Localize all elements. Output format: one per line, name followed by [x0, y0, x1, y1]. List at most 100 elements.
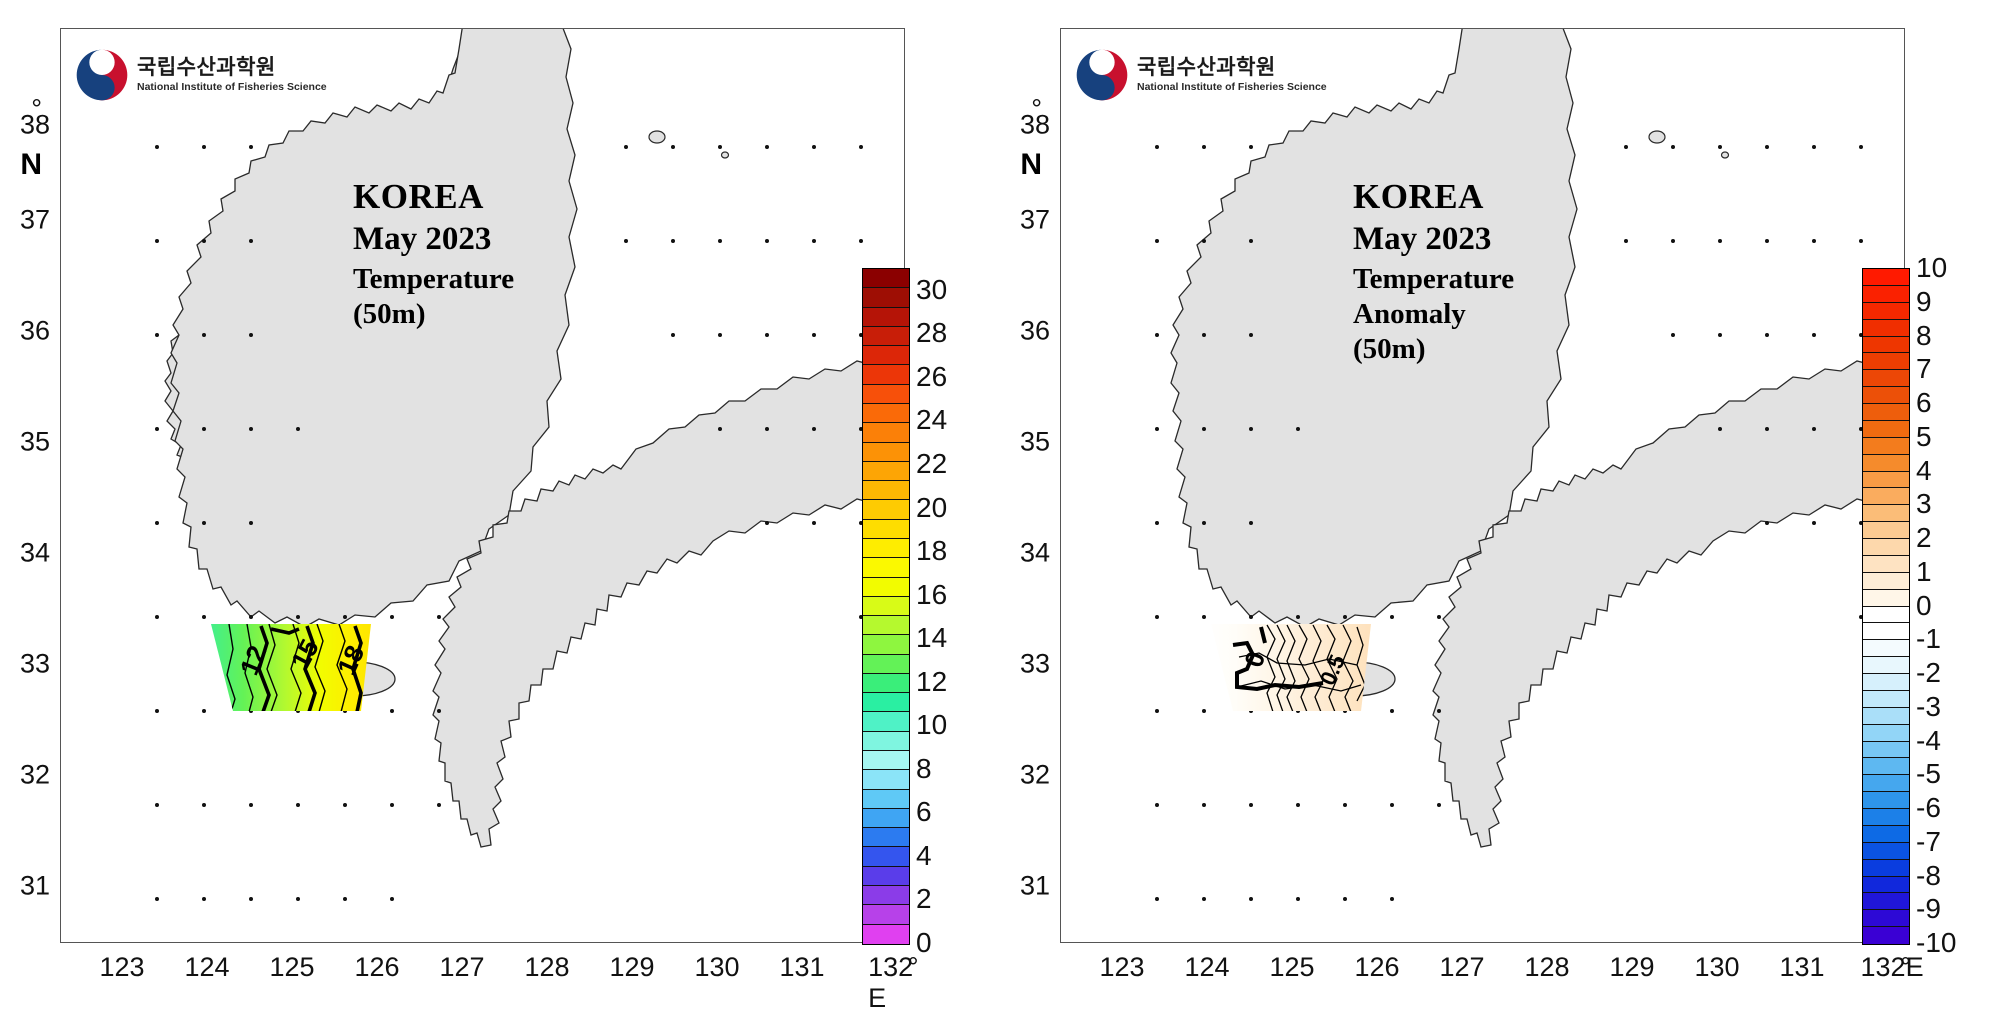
colorbar-tick-neg9: -9	[1916, 893, 1941, 925]
colorbar-band	[1863, 555, 1909, 573]
dokdo-right	[1720, 151, 1730, 159]
colorbar-band	[863, 596, 909, 617]
colorbar-band	[1863, 437, 1909, 455]
colorbar-ticklabels-anomaly: 10 9 8 7 6 5 4 3 2 1 0 -1 -2 -3 -4 -5 -6 -7 -8 -9 -10	[1916, 252, 1986, 958]
colorbar-band	[863, 905, 909, 925]
contour-field-temperature: 12 15 18	[211, 624, 371, 711]
taeguk-icon	[76, 49, 128, 101]
colorbar-band	[863, 384, 909, 404]
colorbar-tick-neg8: -8	[1916, 859, 1941, 891]
colorbar-band	[1863, 589, 1909, 607]
title-line-date: May 2023	[1353, 221, 1492, 257]
logo-english-name: National Institute of Fisheries Science	[1137, 81, 1327, 94]
map-coastline-temperature: 12 15 18	[155, 29, 904, 901]
logo-korean-name: 국립수산과학원	[137, 55, 276, 79]
x-tick-128: 128	[1524, 952, 1570, 982]
colorbar-band	[1863, 775, 1909, 793]
colorbar-band	[1863, 454, 1909, 472]
y-tick-34: 34	[19, 537, 50, 568]
colorbar-band	[863, 558, 909, 578]
x-axis-labels-left: 123 124 125 126 127 128 129 130 131 132 °…	[60, 952, 918, 1013]
colorbar-band	[1863, 471, 1909, 489]
colorbar-tick-neg10: -10	[1916, 927, 1957, 958]
colorbar-band	[1863, 674, 1909, 691]
colorbar-tick-neg3: -3	[1916, 690, 1941, 722]
x-tick-127: 127	[439, 952, 485, 982]
panel-title-anomaly: KOREA May 2023 Temperature Anomaly (50m)	[1353, 179, 1514, 364]
colorbar-tick-5: 5	[1916, 420, 1932, 452]
y-tick-36: 36	[1019, 315, 1050, 346]
title-line-depth: (50m)	[353, 298, 426, 330]
colorbar-tick-neg1: -1	[1916, 623, 1941, 655]
colorbar-tick-6: 6	[1916, 387, 1932, 418]
colorbar-band	[1863, 269, 1909, 286]
colorbar-tick-22: 22	[916, 447, 948, 479]
colorbar-band	[1863, 522, 1909, 539]
colorbar-tick-1: 1	[1916, 555, 1932, 587]
title-line-variable: Temperature	[353, 263, 515, 295]
colorbar-band	[1863, 387, 1909, 404]
y-tick-37: 37	[1019, 204, 1050, 235]
colorbar-band	[1863, 370, 1909, 388]
x-tick-127: 127	[1439, 952, 1485, 982]
taeguk-icon	[1076, 49, 1128, 101]
colorbar-band	[1863, 336, 1909, 354]
colorbar-tick-0: 0	[916, 927, 932, 958]
colorbar-band	[1863, 623, 1909, 641]
nifs-logo-left: 국립수산과학원 National Institute of Fisheries …	[71, 39, 343, 111]
y-axis-labels-right: 38 ° 37 36 35 34 33 32 31 N	[1000, 28, 1058, 943]
colorbar-band	[1863, 657, 1909, 674]
colorbar-band	[863, 288, 909, 308]
colorbar-band	[863, 616, 909, 636]
colorbar-tick-3: 3	[1916, 488, 1932, 520]
panel-title-temperature: KOREA May 2023 Temperature (50m)	[353, 179, 514, 335]
panel-temperature: 12 15 18 국립수산과학원 National Institute of F…	[19, 28, 948, 1013]
colorbar-band	[863, 712, 909, 732]
colorbar-band	[863, 886, 909, 906]
colorbar-band	[863, 770, 909, 790]
colorbar-band	[863, 731, 909, 752]
map-coastline-anomaly: 0 0.5	[1155, 29, 1904, 901]
colorbar-band	[863, 693, 909, 713]
ulleungdo-left	[648, 130, 666, 144]
colorbar-band	[1863, 420, 1909, 438]
title-line-depth: (50m)	[1353, 333, 1426, 365]
colorbar-band	[1863, 488, 1909, 506]
colorbar-band	[863, 500, 909, 520]
y-tick-32: 32	[19, 759, 50, 790]
colorbar-band	[863, 654, 909, 674]
x-tick-128: 128	[524, 952, 570, 982]
logo-english-name: National Institute of Fisheries Science	[137, 81, 327, 94]
x-tick-132: 132 ° E	[1860, 952, 1924, 982]
colorbar-band	[1863, 505, 1909, 523]
x-tick-126: 126	[354, 952, 400, 982]
title-line-variable: Temperature	[1353, 263, 1515, 295]
colorbar-band	[1863, 758, 1909, 776]
colorbar-band	[1863, 893, 1909, 911]
colorbar-band	[1863, 640, 1909, 658]
landmass-group-left	[164, 29, 578, 628]
colorbar-band	[1863, 353, 1909, 371]
colorbar-band	[863, 481, 909, 501]
y-tick-34: 34	[1019, 537, 1050, 568]
title-line-date: May 2023	[353, 221, 492, 257]
colorbar-band	[1863, 792, 1909, 809]
x-tick-126: 126	[1354, 952, 1400, 982]
station-dot-grid-left	[155, 145, 863, 901]
colorbar-band	[1863, 572, 1909, 590]
colorbar-tick-14: 14	[916, 622, 948, 654]
y-tick-37: 37	[19, 204, 50, 235]
colorbar-band	[1863, 539, 1909, 556]
x-tick-131: 131	[1779, 952, 1825, 982]
contour-field-anomaly: 0 0.5	[1211, 624, 1371, 711]
colorbar-band	[863, 307, 909, 327]
colorbar-band	[1863, 404, 1909, 421]
x-tick-125: 125	[1269, 952, 1315, 982]
colorbar-band	[863, 577, 909, 597]
colorbar-band	[863, 346, 909, 366]
colorbar-tick-16: 16	[916, 578, 948, 610]
x-tick-130: 130	[1694, 952, 1740, 982]
colorbar-band	[863, 461, 909, 482]
landmass-group-right	[1170, 29, 1578, 628]
